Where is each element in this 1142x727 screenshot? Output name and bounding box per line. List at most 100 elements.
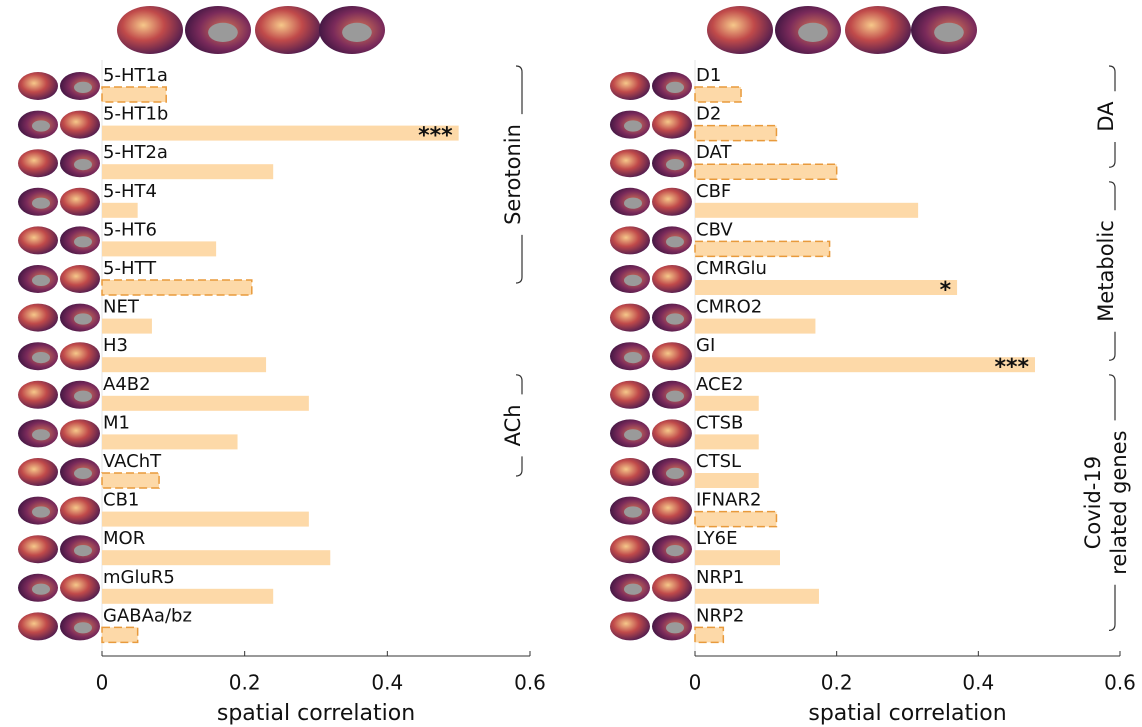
brain-icon: [652, 574, 692, 602]
x-tick-label: 0.4: [962, 671, 994, 695]
bar: [695, 473, 759, 488]
brain-icon: [666, 391, 684, 402]
bar: [102, 473, 159, 488]
category-label: MOR: [103, 528, 145, 549]
bar: [102, 319, 152, 334]
brain-icon: [666, 236, 684, 247]
group-bracket: [1109, 66, 1115, 91]
category-label: CB1: [103, 490, 139, 511]
brain-icon: [666, 468, 684, 479]
category-label: CBV: [696, 219, 733, 240]
group-bracket: [1109, 375, 1115, 421]
category-label: IFNAR2: [696, 490, 761, 511]
category-label: 5-HT6: [103, 219, 157, 240]
bar: [102, 203, 138, 218]
x-tick-label: 0.4: [371, 671, 403, 695]
brain-icon: [624, 506, 642, 517]
brain-icon: [652, 497, 692, 525]
category-label: CTSL: [696, 451, 741, 472]
brain-icon: [60, 111, 100, 139]
brain-icon: [934, 23, 964, 42]
brain-icon: [74, 159, 92, 170]
category-label: NET: [103, 297, 140, 318]
x-axis-label: spatial correlation: [808, 701, 1006, 726]
x-tick-label: 0: [689, 671, 702, 695]
brain-icon: [74, 545, 92, 556]
brain-icon: [32, 352, 50, 363]
brain-icon: [60, 419, 100, 447]
bar: [695, 280, 957, 295]
brain-icon: [18, 535, 58, 563]
brain-icon: [74, 82, 92, 93]
group-label-line: ACh: [501, 404, 525, 446]
brain-icon: [610, 304, 650, 332]
brain-icon: [610, 149, 650, 177]
brain-icon: [18, 149, 58, 177]
brain-icon: [74, 391, 92, 402]
group-bracket: [516, 235, 522, 283]
brain-icon: [60, 342, 100, 370]
group-bracket: [516, 456, 522, 476]
brain-icon: [74, 622, 92, 633]
brain-icon: [74, 468, 92, 479]
group-label: Serotonin: [501, 124, 525, 225]
brain-icon: [60, 574, 100, 602]
group-label-line: related genes: [1107, 430, 1131, 574]
category-label: CMRGlu: [696, 258, 767, 279]
group-label: Metabolic: [1094, 220, 1118, 322]
group-bracket: [1109, 182, 1115, 210]
category-label: DAT: [696, 142, 732, 163]
brain-icon: [798, 23, 828, 42]
bar: [695, 396, 759, 411]
brain-icon: [610, 612, 650, 640]
x-tick-label: 0.6: [514, 671, 546, 695]
category-label: VAChT: [103, 451, 162, 472]
brain-icon: [32, 506, 50, 517]
brain-icon: [666, 159, 684, 170]
bar: [102, 164, 273, 179]
bar: [695, 241, 830, 256]
significance-label: *: [940, 278, 952, 303]
x-tick-label: 0: [96, 671, 109, 695]
brain-icon: [652, 419, 692, 447]
bar: [102, 396, 309, 411]
category-label: CBF: [696, 181, 731, 202]
significance-label: ***: [994, 355, 1029, 380]
group-label-line: Covid-19: [1081, 456, 1105, 549]
brain-icon: [624, 429, 642, 440]
group-bracket: [1109, 142, 1115, 167]
bar: [102, 627, 138, 642]
bar: [102, 87, 166, 102]
group-label-line: Serotonin: [501, 124, 525, 225]
bar: [102, 589, 273, 604]
brain-icon: [32, 429, 50, 440]
brain-icon: [666, 313, 684, 324]
group-bracket: [516, 375, 522, 395]
brain-icon: [652, 111, 692, 139]
bar: [695, 627, 723, 642]
brain-icon: [18, 72, 58, 100]
brain-icon: [666, 545, 684, 556]
group-label-line: DA: [1094, 101, 1118, 132]
bar: [695, 126, 776, 141]
bar: [102, 550, 330, 565]
brain-icon: [610, 226, 650, 254]
category-label: CMRO2: [696, 297, 762, 318]
brain-icon: [255, 6, 321, 54]
x-tick-label: 0.6: [1104, 671, 1136, 695]
category-label: NRP2: [696, 605, 744, 626]
bar: [695, 512, 776, 527]
brain-icon: [60, 497, 100, 525]
category-label: A4B2: [103, 374, 151, 395]
x-tick-label: 0.2: [821, 671, 853, 695]
brain-icon: [666, 622, 684, 633]
category-label: 5-HT4: [103, 181, 157, 202]
brain-icon: [624, 198, 642, 209]
group-label-line: Metabolic: [1094, 220, 1118, 322]
brain-icon: [652, 265, 692, 293]
category-label: 5-HT1b: [103, 104, 168, 125]
category-label: GI: [696, 335, 715, 356]
brain-icon: [666, 82, 684, 93]
category-label: mGluR5: [103, 567, 175, 588]
brain-icon: [32, 584, 50, 595]
